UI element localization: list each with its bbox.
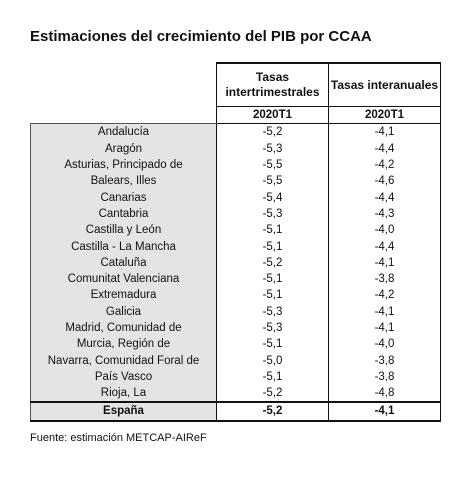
region-cell: Madrid, Comunidad de [30,319,217,337]
period-header: 2020T1 [216,105,329,125]
region-cell: Cataluña [30,254,217,271]
total-label: España [30,401,217,422]
value-cell: -5,1 [216,222,329,239]
region-cell: Comunitat Valenciana [30,270,217,288]
value-cell: -3,8 [328,352,441,369]
value-cell: -5,1 [216,270,329,288]
data-row: Rioja, La -5,2 -4,8 [30,385,441,403]
value-cell: -4,1 [328,303,441,320]
data-row: Extremadura -5,1 -4,2 [30,287,441,304]
data-row: País Vasco -5,1 -3,8 [30,368,441,386]
value-cell: -5,3 [216,319,329,337]
region-cell: Andalucía [30,123,217,141]
value-cell: -4,1 [328,123,441,141]
value-cell: -5,3 [216,205,329,223]
value-cell: -4,2 [328,287,441,304]
region-cell: Extremadura [30,287,217,304]
value-cell: -5,4 [216,189,329,206]
region-cell: Asturias, Principado de [30,156,217,174]
data-row: Galicia -5,3 -4,1 [30,303,441,320]
source: Fuente: estimación METCAP-AIReF [30,432,207,444]
total-value: -4,1 [328,401,441,422]
region-cell: País Vasco [30,368,217,386]
value-cell: -4,0 [328,336,441,353]
period-header: 2020T1 [328,105,441,125]
value-cell: -3,8 [328,270,441,288]
data-row: Asturias, Principado de -5,5 -4,2 [30,156,441,174]
region-cell: Aragón [30,140,217,157]
data-row: Cataluña -5,2 -4,1 [30,254,441,271]
data-row: Murcia, Región de -5,1 -4,0 [30,336,441,353]
region-cell: Navarra, Comunidad Foral de [30,352,217,369]
value-cell: -4,4 [328,189,441,206]
region-cell: Castilla y León [30,222,217,239]
value-cell: -4,0 [328,222,441,239]
value-cell: -5,1 [216,336,329,353]
value-cell: -4,8 [328,385,441,403]
value-cell: -4,2 [328,156,441,174]
data-row: Castilla y León -5,1 -4,0 [30,222,441,239]
header-row: Tasas intertrimestrales Tasas interanuale… [30,62,441,107]
region-cell: Murcia, Región de [30,336,217,353]
data-row: Balears, Illes -5,5 -4,6 [30,173,441,190]
value-cell: -5,1 [216,238,329,255]
data-row: Andalucía -5,2 -4,1 [30,123,441,141]
table: Tasas intertrimestrales Tasas interanuale… [30,62,441,422]
value-cell: -4,1 [328,254,441,271]
value-cell: -5,5 [216,173,329,190]
value-cell: -5,1 [216,368,329,386]
value-cell: -5,1 [216,287,329,304]
region-cell: Cantabria [30,205,217,223]
value-cell: -4,3 [328,205,441,223]
region-cell: Rioja, La [30,385,217,403]
value-cell: -4,4 [328,140,441,157]
data-row: Madrid, Comunidad de -5,3 -4,1 [30,319,441,337]
column-header: Tasas interanuales [328,62,441,107]
value-cell: -5,2 [216,385,329,403]
data-row: Canarias -5,4 -4,4 [30,189,441,206]
value-cell: -4,6 [328,173,441,190]
value-cell: -5,5 [216,156,329,174]
data-row: Aragón -5,3 -4,4 [30,140,441,157]
data-row: Navarra, Comunidad Foral de -5,0 -3,8 [30,352,441,369]
empty-cell [30,106,217,125]
region-cell: Canarias [30,189,217,206]
data-row: Castilla - La Mancha -5,1 -4,4 [30,238,441,255]
value-cell: -5,2 [216,123,329,141]
region-cell: Balears, Illes [30,173,217,190]
data-row: Comunitat Valenciana -5,1 -3,8 [30,270,441,288]
empty-cell [30,63,217,107]
value-cell: -5,0 [216,352,329,369]
column-header: Tasas intertrimestrales [216,62,329,107]
total-value: -5,2 [216,401,329,422]
value-cell: -4,4 [328,238,441,255]
total-row: España -5,2 -4,1 [30,401,441,422]
period-row: 2020T1 2020T1 [30,105,441,125]
title: Estimaciones del crecimiento del PIB por… [30,28,372,45]
value-cell: -5,3 [216,140,329,157]
region-cell: Castilla - La Mancha [30,238,217,255]
region-cell: Galicia [30,303,217,320]
data-row: Cantabria -5,3 -4,3 [30,205,441,223]
value-cell: -4,1 [328,319,441,337]
value-cell: -5,2 [216,254,329,271]
value-cell: -5,3 [216,303,329,320]
value-cell: -3,8 [328,368,441,386]
